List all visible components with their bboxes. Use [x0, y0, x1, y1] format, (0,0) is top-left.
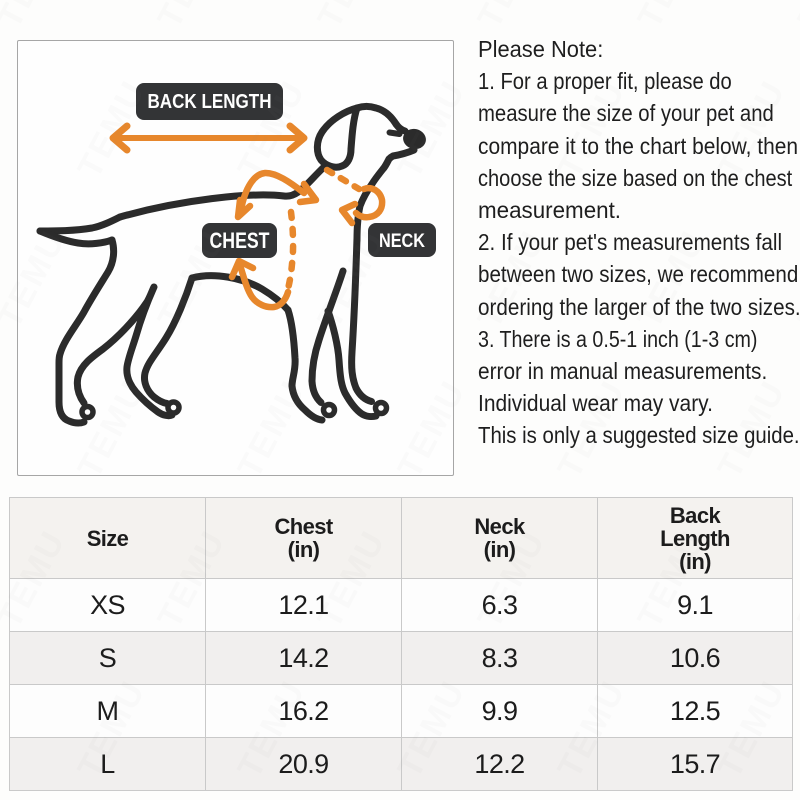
- svg-text:BACK LENGTH: BACK LENGTH: [148, 91, 272, 113]
- svg-text:CHEST: CHEST: [210, 228, 270, 253]
- svg-text:NECK: NECK: [379, 230, 425, 252]
